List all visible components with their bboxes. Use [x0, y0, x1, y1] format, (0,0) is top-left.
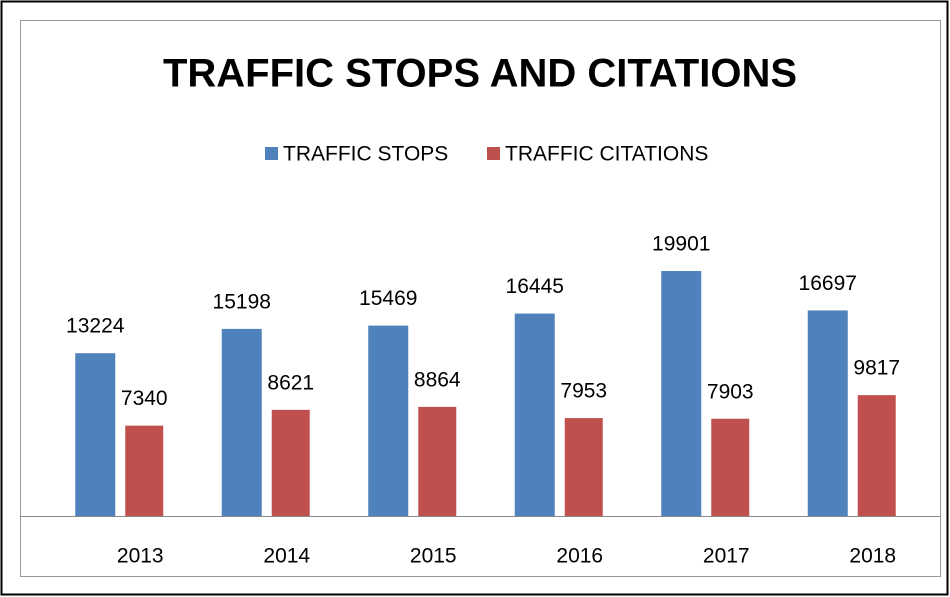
data-label: 8621 [267, 371, 314, 394]
data-label: 15469 [359, 287, 417, 310]
legend-label: TRAFFIC CITATIONS [505, 143, 708, 166]
data-label: 7340 [121, 387, 168, 410]
bar [711, 418, 750, 516]
x-tick-label: 2015 [410, 545, 457, 568]
legend-label: TRAFFIC STOPS [283, 143, 448, 166]
legend-swatch [487, 147, 500, 160]
bar [418, 406, 457, 516]
bar [75, 353, 116, 516]
plot-frame [20, 20, 941, 577]
data-label: 15198 [213, 290, 271, 313]
bar [368, 325, 409, 516]
data-label: 7903 [707, 380, 754, 403]
legend-swatch [265, 147, 278, 160]
bar [857, 395, 896, 516]
data-label: 16445 [506, 275, 564, 298]
bar [514, 313, 555, 516]
data-label: 19901 [652, 233, 710, 256]
data-label: 8864 [414, 368, 461, 391]
bar [271, 409, 310, 516]
x-tick-label: 2017 [703, 545, 750, 568]
bar [661, 271, 702, 516]
x-tick-label: 2016 [556, 545, 603, 568]
data-label: 9817 [853, 357, 900, 380]
bar [221, 328, 262, 516]
chart-title: TRAFFIC STOPS AND CITATIONS [163, 52, 797, 96]
data-label: 7953 [560, 380, 607, 403]
data-label: 13224 [66, 315, 125, 338]
bar [807, 310, 848, 516]
bar [125, 425, 164, 516]
x-tick-label: 2014 [263, 545, 310, 568]
x-tick-label: 2013 [117, 545, 164, 568]
data-label: 16697 [799, 272, 857, 295]
bar [564, 418, 603, 516]
x-tick-label: 2018 [849, 545, 896, 568]
